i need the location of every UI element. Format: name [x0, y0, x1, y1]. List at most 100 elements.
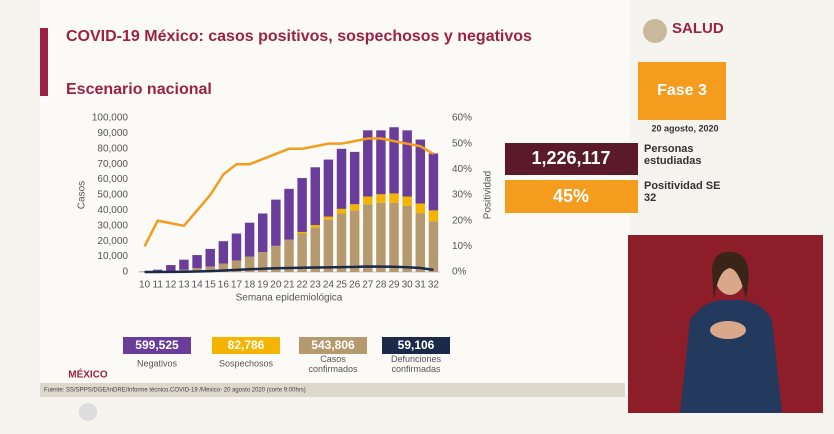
- stat-label: Positividad SE 32: [644, 180, 721, 204]
- bar-segment: [428, 221, 439, 272]
- y-tick-label: 0: [122, 267, 128, 278]
- x-tick-label: 31: [415, 280, 427, 291]
- phase: Fase 3: [657, 82, 707, 99]
- x-tick-label: 24: [323, 280, 335, 291]
- bar-segment: [310, 225, 320, 228]
- bar-segment: [310, 227, 320, 272]
- bar-segment: [376, 202, 386, 272]
- summary-value: 543,806: [311, 338, 355, 352]
- bar-segment: [415, 203, 426, 214]
- summary-label: Defunciones confirmadas: [391, 354, 442, 374]
- bar-segment: [402, 205, 412, 272]
- y-tick-label: 100,000: [92, 113, 129, 124]
- footer-bar: [40, 383, 625, 397]
- stat-label-wrap: Positividad SE 32: [644, 180, 721, 204]
- accent-bar: [40, 28, 48, 96]
- y2-tick-label: 0%: [452, 267, 467, 278]
- y-tick-label: 20,000: [97, 236, 128, 247]
- stat-box: [505, 180, 638, 213]
- bar-segment: [336, 208, 347, 214]
- x-tick-label: 32: [428, 280, 440, 291]
- bar-segment: [389, 127, 399, 194]
- source: Fuente: SS/SPPS/DGE/InDRE/Informe técnic…: [44, 388, 306, 394]
- stat-value: 45%: [553, 186, 589, 206]
- y-axis-label: Casos: [77, 181, 88, 209]
- bar-segment: [323, 216, 334, 220]
- bar-segment: [336, 213, 347, 272]
- phase-box: [638, 62, 726, 120]
- bar-segment: [389, 202, 399, 272]
- bar-segment: [231, 260, 242, 272]
- bar-segment: [192, 268, 202, 272]
- x-tick-label: 20: [270, 280, 282, 291]
- bar-segment: [297, 178, 307, 232]
- bar-segment: [192, 255, 202, 269]
- x-tick-label: 19: [257, 280, 269, 291]
- bar-segment: [349, 210, 360, 272]
- bar-segment: [349, 204, 360, 211]
- stat-box: [505, 143, 638, 175]
- bar-segment: [363, 130, 373, 197]
- y-tick-label: 70,000: [97, 159, 128, 170]
- bar-segment: [363, 196, 373, 205]
- bar-segment: [166, 265, 176, 271]
- brand: MÉXICO: [68, 368, 108, 381]
- y-tick-label: 10,000: [97, 251, 128, 262]
- bar-segment: [428, 153, 439, 211]
- y-tick-label: 60,000: [97, 174, 128, 185]
- summary-label: Sospechosos: [219, 358, 274, 368]
- bar-segment: [363, 204, 373, 272]
- x-tick-label: 17: [231, 280, 243, 291]
- bar-segment: [297, 233, 307, 272]
- y-tick-label: 30,000: [97, 220, 128, 231]
- bar-segment: [297, 231, 307, 234]
- y2-tick-label: 50%: [452, 138, 472, 149]
- x-tick-label: 18: [244, 280, 256, 291]
- summary-label: Casos confirmados: [308, 354, 358, 374]
- logo: SALUD: [672, 20, 724, 37]
- summary-label: Negativos: [137, 358, 178, 368]
- bar-segment: [218, 263, 229, 272]
- bar-segment: [389, 193, 399, 203]
- bar-segment: [271, 245, 281, 272]
- summary-value: 59,106: [398, 338, 435, 352]
- bar-segment: [284, 239, 294, 272]
- x-tick-label: 10: [139, 280, 151, 291]
- interpreter-hair: [712, 251, 749, 300]
- x-tick-label: 27: [362, 280, 374, 291]
- x-tick-label: 29: [388, 280, 400, 291]
- bar-segment: [231, 233, 242, 261]
- bar-segment: [244, 256, 255, 272]
- x-tick-label: 15: [205, 280, 217, 291]
- x-tick-label: 25: [336, 280, 348, 291]
- summary-value: 82,786: [228, 338, 265, 352]
- y2-tick-label: 10%: [452, 241, 472, 252]
- summary-value: 599,525: [135, 338, 179, 352]
- summary-box: [382, 337, 450, 354]
- bar-segment: [271, 199, 281, 246]
- x-tick-label: 23: [310, 280, 322, 291]
- y-tick-label: 40,000: [97, 205, 128, 216]
- date: 20 agosto, 2020: [651, 123, 718, 133]
- summary-box: [212, 337, 280, 354]
- stat-value: 1,226,117: [531, 148, 610, 168]
- bar-segment: [336, 148, 347, 209]
- interpreter-video: [628, 235, 823, 413]
- bar-segment: [349, 151, 360, 205]
- bar-segment: [205, 248, 215, 267]
- bar-segment: [258, 213, 268, 252]
- y2-tick-label: 60%: [452, 113, 472, 124]
- stat-label-wrap: Personas estudiadas: [644, 143, 701, 167]
- y-tick-label: 90,000: [97, 128, 128, 139]
- bar-segment: [415, 213, 426, 272]
- y2-axis-label: Positividad: [483, 171, 494, 219]
- interpreter-hands: [710, 321, 746, 339]
- x-tick-label: 16: [218, 280, 230, 291]
- bar-segment: [284, 188, 294, 240]
- y2-tick-label: 30%: [452, 190, 472, 201]
- y2-tick-label: 20%: [452, 215, 472, 226]
- bar-segment: [376, 194, 386, 203]
- bar-segment: [402, 130, 412, 197]
- bar-segment: [244, 222, 255, 257]
